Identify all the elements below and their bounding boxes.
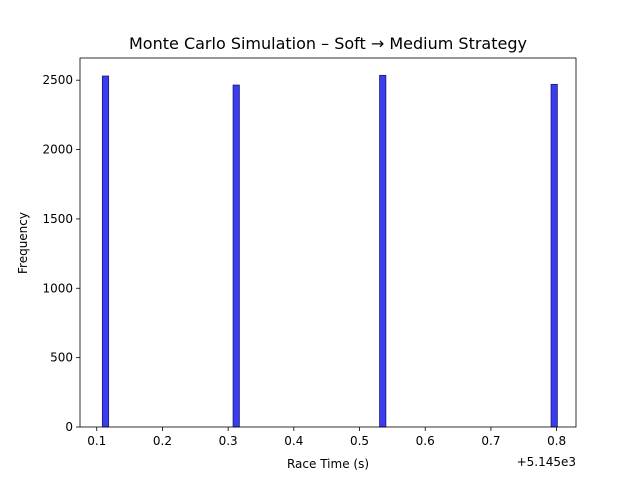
y-tick-label: 500 <box>50 351 73 365</box>
y-tick-label: 2000 <box>42 143 73 157</box>
x-tick-label: 0.8 <box>547 434 566 448</box>
plot-area: 0.1 0.2 0.3 0.4 0.5 0.6 0.7 0.8 0 500 1000 1500 2000… <box>42 57 577 448</box>
y-tick-label: 2500 <box>42 73 73 87</box>
x-tick-label: 0.5 <box>350 434 369 448</box>
histogram-bar-4 <box>550 83 558 428</box>
chart-title: Monte Carlo Simulation – Soft → Medium S… <box>129 34 527 53</box>
axes-frame <box>79 57 577 428</box>
x-tick-label: 0.7 <box>481 434 500 448</box>
y-axis-label: Frequency <box>16 212 30 274</box>
histogram-bar-3 <box>379 74 387 428</box>
y-tick-label: 1500 <box>42 212 73 226</box>
histogram-bar-1 <box>101 75 110 428</box>
histogram-bar-2 <box>232 84 240 428</box>
x-tick-label: 0.3 <box>219 434 238 448</box>
y-tick-label: 1000 <box>42 281 73 295</box>
x-tick-label: 0.2 <box>153 434 172 448</box>
x-axis-label: Race Time (s) <box>287 457 369 471</box>
x-axis-offset-label: +5.145e3 <box>517 455 576 469</box>
x-tick-label: 0.4 <box>284 434 303 448</box>
y-tick-label: 0 <box>65 420 73 434</box>
x-tick-label: 0.1 <box>87 434 106 448</box>
x-tick-label: 0.6 <box>416 434 435 448</box>
